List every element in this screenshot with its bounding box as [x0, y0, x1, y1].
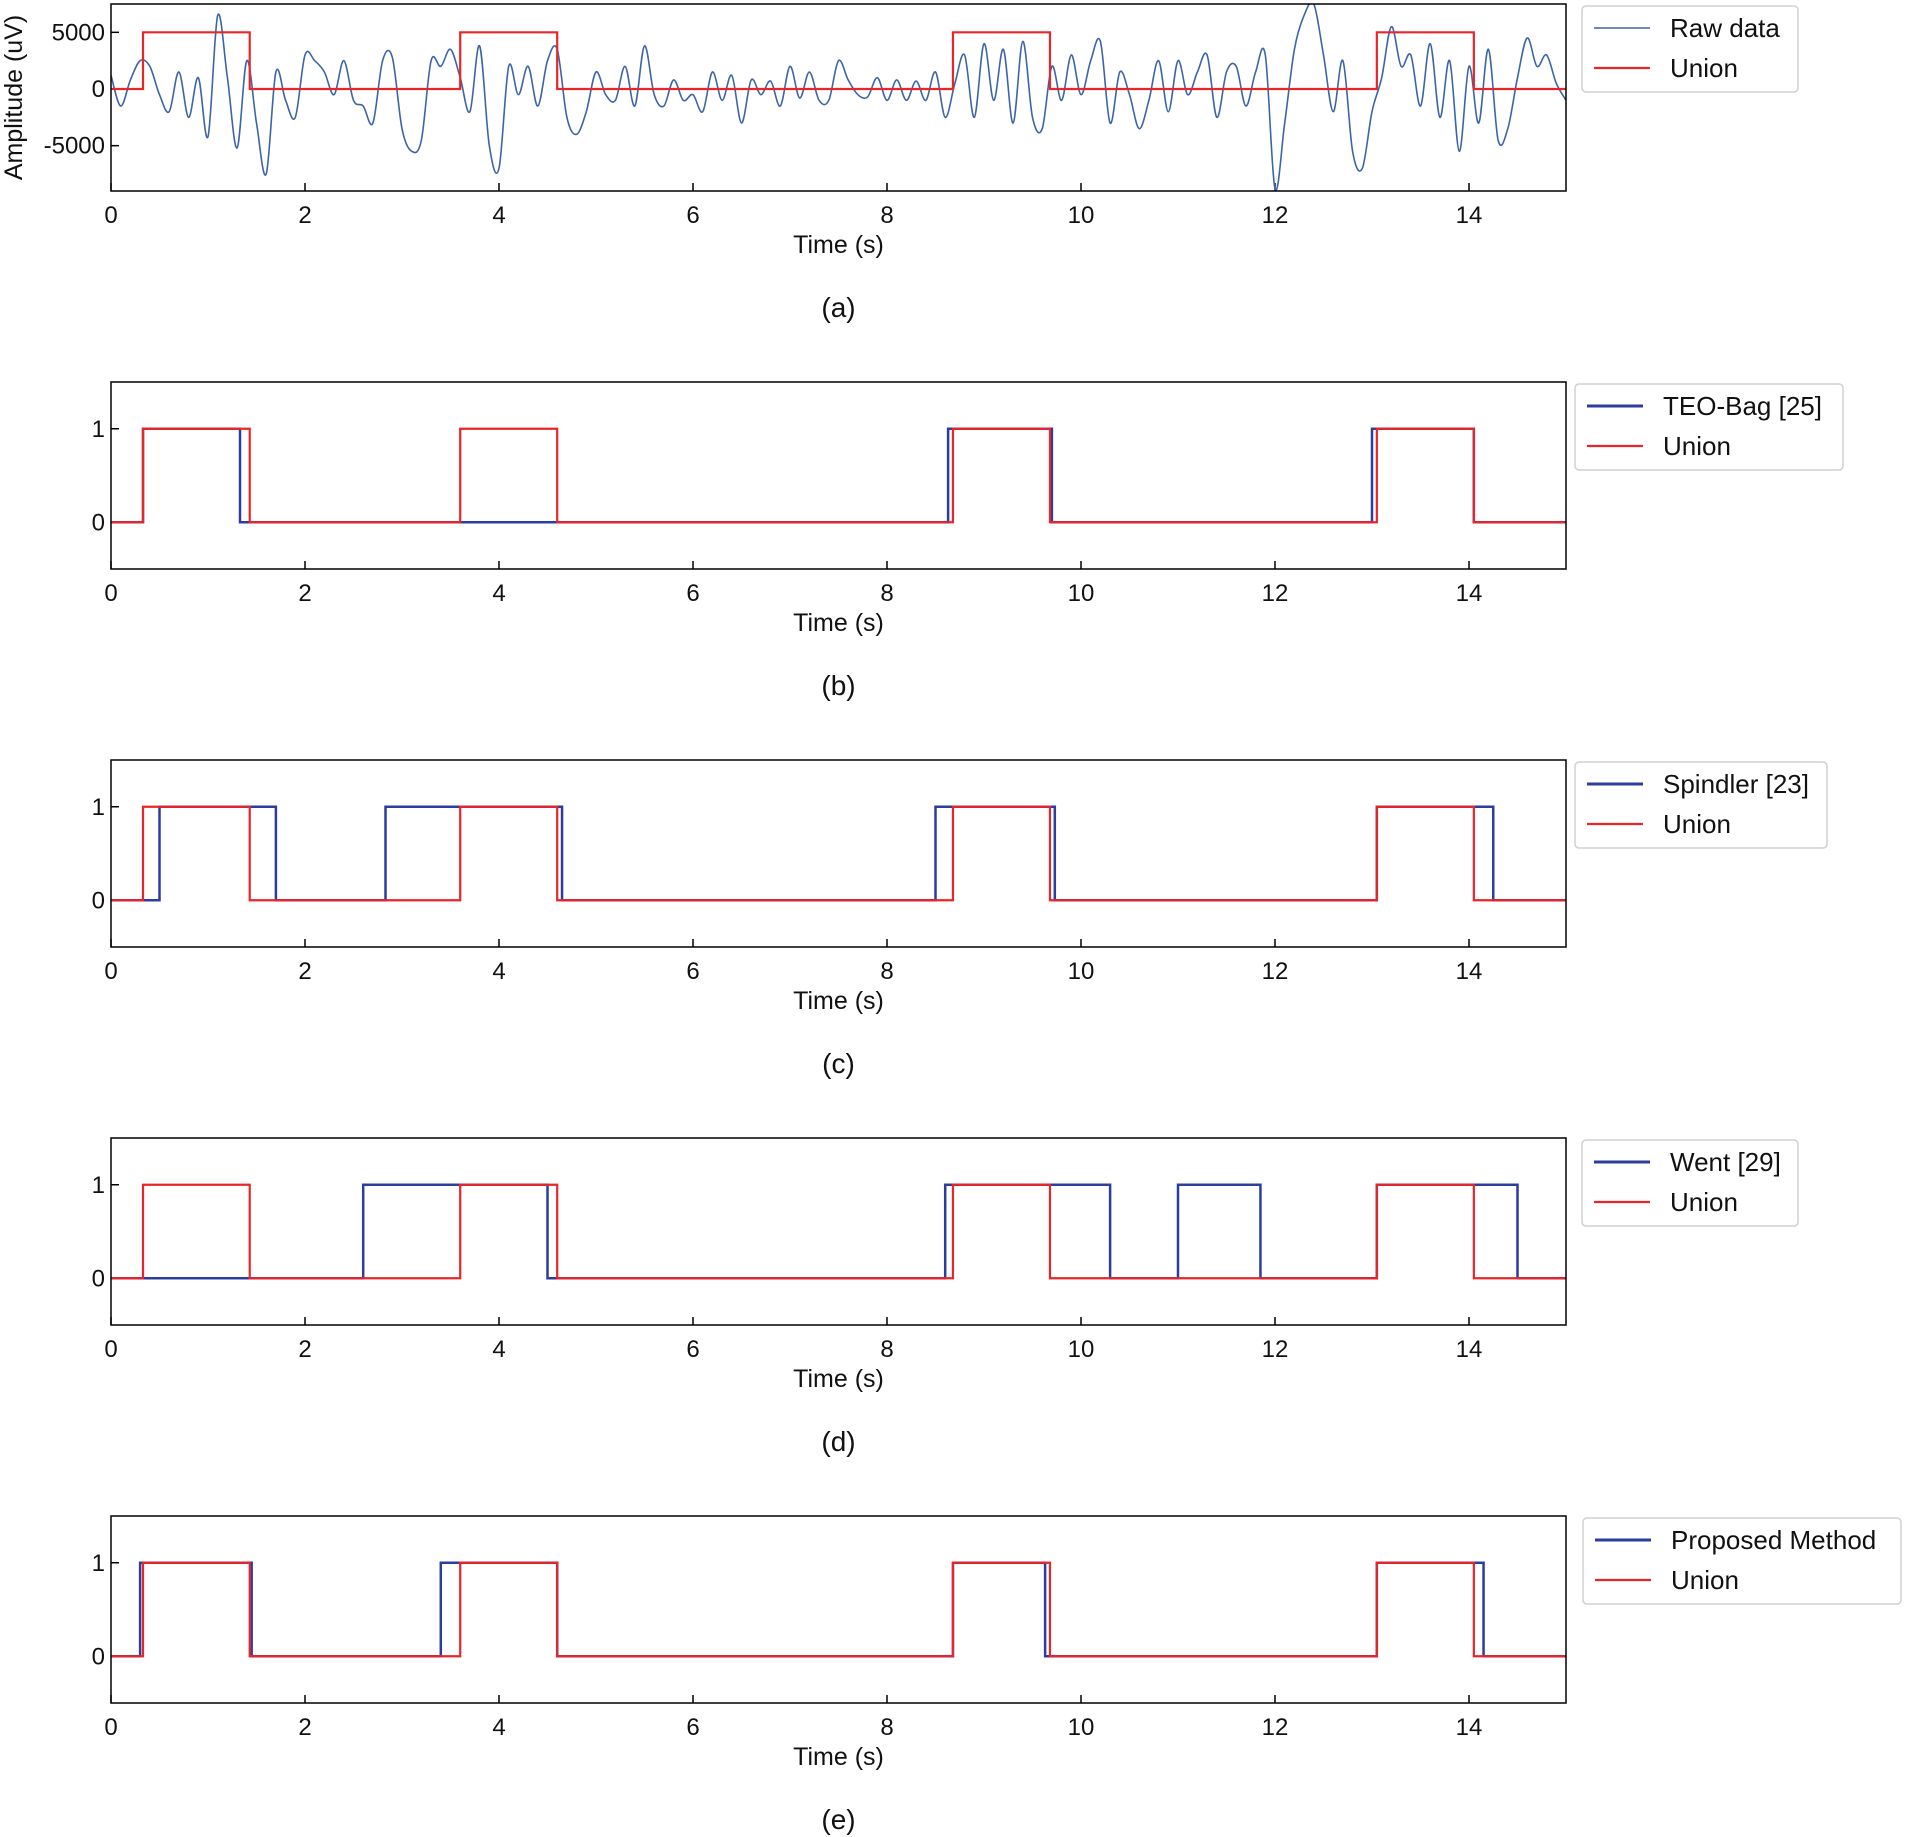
- x-tick-label: 12: [1262, 1336, 1289, 1363]
- legend-detector-label: Proposed Method: [1671, 1525, 1876, 1555]
- y-axis-label: Amplitude (uV): [0, 15, 28, 180]
- axes-frame: [110, 1137, 1567, 1326]
- x-tick-label: 14: [1456, 1336, 1483, 1363]
- x-tick-label: 6: [686, 958, 699, 985]
- legend-detector-label: Went [29]: [1670, 1147, 1781, 1177]
- y-tick-label: -5000: [44, 133, 105, 160]
- x-tick-label: 0: [104, 958, 117, 985]
- x-tick-label: 8: [880, 1336, 893, 1363]
- y-tick-label: 1: [92, 1172, 105, 1199]
- axes-frame: [110, 3, 1567, 192]
- union-line: [111, 1561, 1566, 1658]
- y-tick-label: 1: [92, 1550, 105, 1577]
- x-tick-label: 4: [492, 580, 505, 607]
- legend: Raw data Union: [1581, 5, 1799, 93]
- legend-union-label: Union: [1663, 809, 1731, 839]
- union-line: [111, 427, 1566, 524]
- x-tick-label: 14: [1456, 1714, 1483, 1741]
- x-tick-label: 12: [1262, 958, 1289, 985]
- x-tick-label: 2: [298, 202, 311, 229]
- x-axis-label: Time (s): [793, 1743, 884, 1771]
- y-tick-label: 0: [92, 1265, 105, 1292]
- panel-a: 0 2 4 6 8 10 12 14 5000 0 -5000 Time (s) Amplitude (…: [0, 3, 1799, 323]
- x-tick-label: 8: [880, 202, 893, 229]
- x-axis-label: Time (s): [793, 231, 884, 259]
- legend-box: [1582, 1517, 1902, 1605]
- legend: TEO-Bag [25] Union: [1574, 383, 1844, 471]
- x-tick-label: 10: [1068, 958, 1095, 985]
- panel-caption: (c): [822, 1048, 855, 1079]
- x-tick-label: 6: [686, 580, 699, 607]
- y-tick-label: 1: [92, 416, 105, 443]
- panel-caption: (e): [821, 1804, 855, 1835]
- union-line: [111, 1183, 1566, 1280]
- x-tick-label: 6: [686, 1714, 699, 1741]
- x-tick-label: 2: [298, 580, 311, 607]
- panel-caption: (b): [821, 670, 855, 701]
- detector-line: [111, 427, 1566, 524]
- x-axis-label: Time (s): [793, 1365, 884, 1393]
- x-tick-label: 10: [1068, 580, 1095, 607]
- x-tick-label: 8: [880, 580, 893, 607]
- x-axis-label: Time (s): [793, 609, 884, 637]
- legend: Went [29] Union: [1581, 1139, 1799, 1227]
- x-tick-label: 10: [1068, 202, 1095, 229]
- axes-frame: [110, 1515, 1567, 1704]
- x-tick-label: 6: [686, 202, 699, 229]
- y-tick-label: 0: [92, 509, 105, 536]
- x-tick-label: 14: [1456, 958, 1483, 985]
- x-tick-label: 4: [492, 202, 505, 229]
- x-tick-label: 12: [1262, 580, 1289, 607]
- x-tick-label: 2: [298, 958, 311, 985]
- x-tick-label: 14: [1456, 202, 1483, 229]
- detector-line: [111, 1183, 1566, 1280]
- union-line: [111, 31, 1566, 91]
- x-tick-label: 12: [1262, 202, 1289, 229]
- x-tick-label: 2: [298, 1714, 311, 1741]
- legend: Proposed Method Union: [1582, 1517, 1902, 1605]
- legend-union-label: Union: [1670, 1187, 1738, 1217]
- union-line: [111, 805, 1566, 902]
- raw-data-line: [111, 4, 1566, 191]
- panel-caption: (d): [821, 1426, 855, 1457]
- panel-caption: (a): [821, 292, 855, 323]
- legend-union-label: Union: [1671, 1565, 1739, 1595]
- x-tick-label: 4: [492, 958, 505, 985]
- legend: Spindler [23] Union: [1574, 761, 1828, 849]
- x-tick-label: 10: [1068, 1714, 1095, 1741]
- x-axis-label: Time (s): [793, 987, 884, 1015]
- y-tick-label: 1: [92, 794, 105, 821]
- y-tick-label: 0: [92, 1643, 105, 1670]
- axes-frame: [110, 759, 1567, 948]
- x-tick-label: 2: [298, 1336, 311, 1363]
- axes-frame: [110, 381, 1567, 570]
- detector-line: [111, 1561, 1566, 1658]
- legend-raw-data-label: Raw data: [1670, 13, 1780, 43]
- x-tick-label: 0: [104, 1714, 117, 1741]
- x-tick-label: 0: [104, 1336, 117, 1363]
- x-tick-label: 6: [686, 1336, 699, 1363]
- legend-union-label: Union: [1670, 53, 1738, 83]
- x-tick-label: 4: [492, 1336, 505, 1363]
- legend-detector-label: TEO-Bag [25]: [1663, 391, 1822, 421]
- y-tick-label: 0: [92, 887, 105, 914]
- legend-detector-label: Spindler [23]: [1663, 769, 1809, 799]
- y-tick-label: 5000: [52, 19, 105, 46]
- x-tick-label: 8: [880, 1714, 893, 1741]
- x-tick-label: 0: [104, 580, 117, 607]
- y-tick-label: 0: [92, 76, 105, 103]
- x-tick-label: 14: [1456, 580, 1483, 607]
- x-tick-label: 12: [1262, 1714, 1289, 1741]
- x-tick-label: 0: [104, 202, 117, 229]
- x-tick-label: 8: [880, 958, 893, 985]
- detector-line: [111, 805, 1566, 902]
- x-tick-label: 10: [1068, 1336, 1095, 1363]
- x-tick-label: 4: [492, 1714, 505, 1741]
- legend-union-label: Union: [1663, 431, 1731, 461]
